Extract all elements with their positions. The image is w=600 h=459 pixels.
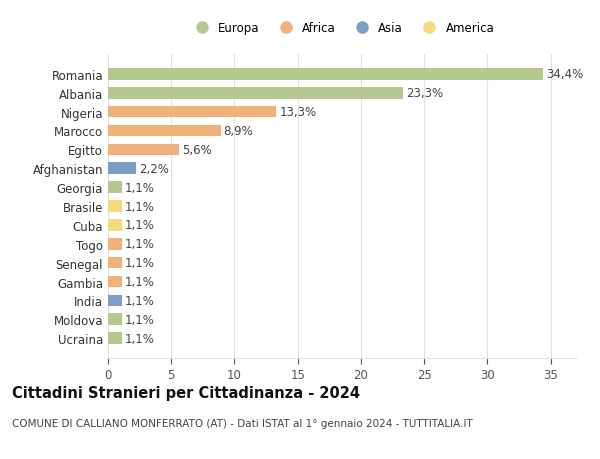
Bar — [108, 69, 543, 80]
Text: 1,1%: 1,1% — [125, 332, 155, 345]
Text: 13,3%: 13,3% — [280, 106, 317, 119]
Bar — [108, 163, 136, 175]
Bar — [108, 238, 122, 250]
Text: 1,1%: 1,1% — [125, 294, 155, 307]
Text: 1,1%: 1,1% — [125, 181, 155, 194]
Bar — [108, 201, 122, 213]
Legend: Europa, Africa, Asia, America: Europa, Africa, Asia, America — [190, 22, 494, 34]
Bar — [108, 257, 122, 269]
Bar — [108, 219, 122, 231]
Bar — [108, 125, 221, 137]
Bar — [108, 314, 122, 325]
Text: 8,9%: 8,9% — [224, 125, 253, 138]
Bar — [108, 333, 122, 344]
Text: 1,1%: 1,1% — [125, 200, 155, 213]
Text: 1,1%: 1,1% — [125, 313, 155, 326]
Bar — [108, 276, 122, 288]
Text: COMUNE DI CALLIANO MONFERRATO (AT) - Dati ISTAT al 1° gennaio 2024 - TUTTITALIA.: COMUNE DI CALLIANO MONFERRATO (AT) - Dat… — [12, 418, 473, 428]
Text: 2,2%: 2,2% — [139, 162, 169, 175]
Text: 1,1%: 1,1% — [125, 238, 155, 251]
Text: 23,3%: 23,3% — [406, 87, 443, 100]
Text: 1,1%: 1,1% — [125, 275, 155, 288]
Bar — [108, 88, 403, 99]
Bar — [108, 144, 179, 156]
Bar — [108, 295, 122, 307]
Bar — [108, 182, 122, 194]
Text: 5,6%: 5,6% — [182, 144, 212, 157]
Text: 34,4%: 34,4% — [546, 68, 584, 81]
Bar — [108, 106, 276, 118]
Text: 1,1%: 1,1% — [125, 219, 155, 232]
Text: Cittadini Stranieri per Cittadinanza - 2024: Cittadini Stranieri per Cittadinanza - 2… — [12, 386, 360, 401]
Text: 1,1%: 1,1% — [125, 257, 155, 269]
